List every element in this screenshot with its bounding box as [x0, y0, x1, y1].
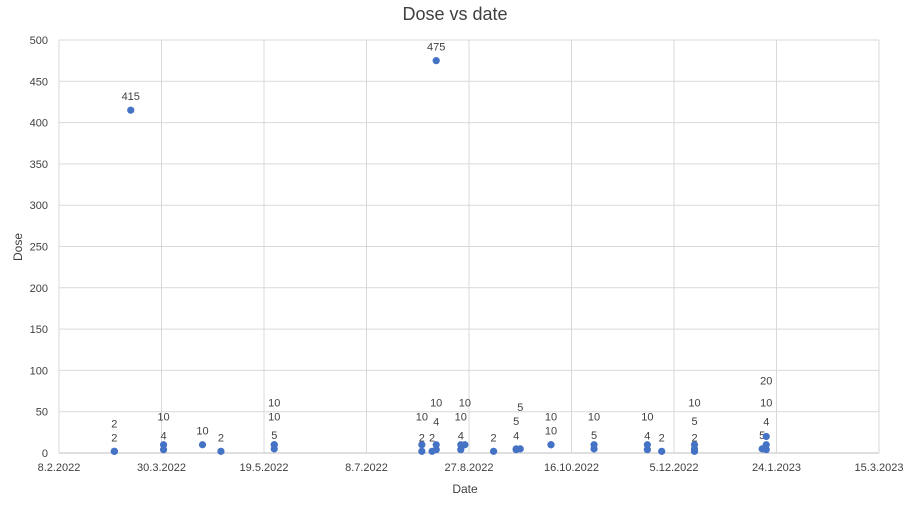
- y-tick-label: 250: [30, 242, 48, 254]
- y-tick-label: 150: [30, 324, 48, 336]
- y-tick-label: 350: [30, 159, 48, 171]
- data-point: [270, 441, 278, 449]
- data-point: [198, 441, 207, 449]
- data-label: 4: [513, 431, 519, 443]
- y-tick-label: 0: [42, 448, 48, 460]
- data-label: 5: [591, 430, 597, 442]
- data-label: 2: [659, 432, 665, 444]
- data-label: 2: [111, 418, 117, 430]
- data-label: 2: [691, 432, 697, 444]
- data-label: 10: [455, 412, 467, 424]
- data-point: [461, 441, 469, 449]
- data-label: 4: [160, 431, 166, 443]
- y-tick-label: 200: [30, 283, 48, 295]
- data-point: [418, 441, 426, 449]
- x-tick-label: 19.5.2022: [240, 462, 289, 474]
- data-point: [643, 446, 651, 454]
- data-point: [547, 441, 555, 449]
- data-label: 10: [641, 412, 653, 424]
- x-tick-label: 16.10.2022: [544, 462, 599, 474]
- data-label: 2: [419, 432, 425, 444]
- data-label: 5: [759, 430, 765, 442]
- data-point: [418, 447, 426, 455]
- data-point: [590, 441, 598, 449]
- data-label: 10: [268, 412, 280, 424]
- data-point: [159, 441, 168, 449]
- y-tick-label: 450: [30, 76, 48, 88]
- data-point: [110, 447, 118, 455]
- data-label: 10: [688, 398, 700, 410]
- data-label: 2: [111, 432, 117, 444]
- data-label: 415: [122, 91, 140, 103]
- y-axis-label: Dose: [11, 233, 25, 261]
- data-point: [432, 446, 440, 454]
- data-point: [457, 446, 465, 454]
- data-label: 4: [644, 431, 650, 443]
- data-point: [762, 446, 770, 454]
- y-tick-label: 500: [30, 35, 48, 47]
- data-point: [432, 57, 440, 65]
- x-tick-label: 8.7.2022: [345, 462, 388, 474]
- data-point: [159, 446, 168, 454]
- data-label: 4: [458, 431, 464, 443]
- data-label: 5: [271, 430, 277, 442]
- data-label: 10: [196, 426, 208, 438]
- data-label: 2: [429, 432, 435, 444]
- data-point: [643, 441, 651, 449]
- data-label: 10: [268, 398, 280, 410]
- data-point: [690, 441, 699, 449]
- data-point: [516, 445, 524, 453]
- data-point: [762, 441, 770, 449]
- data-label: 2: [218, 432, 224, 444]
- data-label: 10: [459, 398, 471, 410]
- data-label: 475: [427, 42, 445, 54]
- data-label: 2: [491, 432, 497, 444]
- data-label: 5: [517, 402, 523, 414]
- data-label: 10: [416, 412, 428, 424]
- y-tick-label: 100: [30, 365, 48, 377]
- x-tick-label: 5.12.2022: [650, 462, 699, 474]
- data-label: 5: [691, 416, 697, 428]
- data-point: [658, 447, 666, 455]
- data-label: 10: [545, 426, 557, 438]
- y-tick-label: 400: [30, 118, 48, 130]
- data-label: 20: [760, 375, 772, 387]
- data-point: [127, 106, 135, 114]
- y-tick-label: 50: [36, 407, 48, 419]
- data-label: 4: [433, 417, 439, 429]
- x-tick-label: 15.3.2023: [855, 462, 904, 474]
- data-point: [490, 447, 498, 455]
- y-tick-label: 300: [30, 200, 48, 212]
- data-point: [762, 432, 770, 441]
- chart-title: Dose vs date: [402, 4, 507, 24]
- data-label: 4: [763, 417, 769, 429]
- data-point: [217, 447, 225, 455]
- x-axis-label: Date: [452, 482, 478, 496]
- data-label: 10: [430, 398, 442, 410]
- x-tick-label: 8.2.2022: [38, 462, 81, 474]
- data-label: 10: [545, 412, 557, 424]
- x-tick-label: 27.8.2022: [445, 462, 494, 474]
- data-point: [432, 441, 440, 449]
- x-tick-label: 30.3.2022: [137, 462, 186, 474]
- data-label: 10: [588, 412, 600, 424]
- data-label: 10: [157, 412, 169, 424]
- data-label: 10: [760, 398, 772, 410]
- data-label: 5: [513, 416, 519, 428]
- x-tick-label: 24.1.2023: [752, 462, 801, 474]
